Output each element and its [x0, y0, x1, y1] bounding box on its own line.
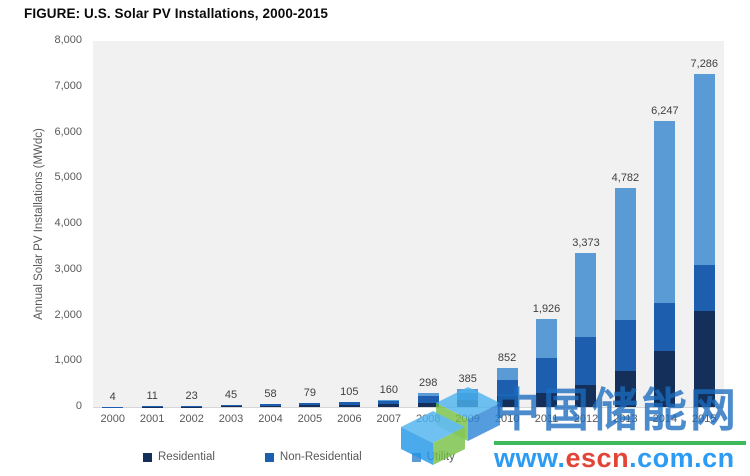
bar-2011-residential — [536, 393, 558, 407]
bar-2011-utility — [536, 318, 558, 358]
legend-label-residential: Residential — [158, 451, 215, 463]
bar-2006-residential — [338, 405, 360, 407]
bar-2007-residential — [378, 404, 400, 407]
x-label-2003: 2003 — [218, 413, 244, 425]
value-label-2002: 23 — [185, 389, 198, 402]
watermark-url-comcn: .com.cn — [629, 443, 735, 473]
x-label-2004: 2004 — [258, 413, 283, 425]
escn-cube-logo-icon — [401, 387, 500, 465]
x-label-2005: 2005 — [297, 413, 323, 425]
legend-item-non-residential: Non-Residential — [264, 451, 362, 463]
bar-2005-non-residential — [299, 403, 321, 406]
figure-title: FIGURE: U.S. Solar PV Installations, 200… — [24, 6, 328, 21]
bar-2003-non-residential — [220, 404, 242, 407]
value-label-2005: 79 — [303, 387, 317, 400]
x-label-2010: 2010 — [494, 413, 520, 425]
x-label-2001: 2001 — [139, 413, 165, 425]
watermark-url-escn: escn — [565, 443, 630, 473]
value-label-2006: 105 — [340, 386, 359, 399]
x-label-2006: 2006 — [337, 413, 362, 425]
y-tick-5000: 5,000 — [54, 171, 82, 184]
bar-2008-non-residential — [417, 396, 439, 404]
y-tick-8000: 8,000 — [54, 34, 82, 46]
bar-2006-non-residential — [338, 402, 360, 406]
legend-marker-residential — [143, 452, 152, 462]
value-label-2010: 852 — [497, 352, 517, 365]
watermark-url-www: www. — [494, 443, 566, 473]
value-label-2004: 58 — [264, 388, 277, 401]
bar-2010-non-residential — [496, 380, 518, 396]
y-tick-6000: 6,000 — [54, 125, 82, 138]
bar-2010-residential — [496, 395, 518, 407]
y-tick-0: 0 — [75, 400, 82, 412]
value-label-2007: 160 — [379, 383, 398, 396]
bar-2002-non-residential — [181, 405, 203, 407]
value-label-2013: 4,782 — [611, 172, 640, 185]
bar-2008-residential — [417, 403, 439, 407]
y-tick-2000: 2,000 — [54, 308, 82, 321]
x-label-2000: 2000 — [100, 413, 125, 425]
bar-2005-residential — [299, 405, 321, 407]
x-label-2013: 2013 — [613, 413, 638, 425]
bar-2015-non-residential — [693, 264, 715, 311]
bar-2004-non-residential — [259, 404, 281, 406]
legend-marker-non-residential — [264, 452, 274, 462]
y-tick-3000: 3,000 — [54, 262, 82, 275]
bar-2013-residential — [614, 370, 636, 407]
bar-2013-utility — [614, 188, 636, 320]
x-label-2011: 2011 — [534, 413, 559, 425]
bar-2004-residential — [259, 405, 281, 407]
x-label-2014: 2014 — [652, 413, 678, 425]
value-label-2014: 6,247 — [651, 105, 679, 118]
x-label-2002: 2002 — [179, 413, 204, 425]
legend-item-residential: Residential — [143, 451, 215, 463]
y-tick-1000: 1,000 — [54, 354, 82, 367]
bar-2014-non-residential — [654, 303, 676, 351]
bar-2008-utility — [417, 393, 439, 397]
value-label-2009: 385 — [458, 373, 477, 386]
x-label-2015: 2015 — [692, 413, 717, 425]
value-label-2001: 11 — [146, 390, 158, 403]
bar-2013-non-residential — [614, 319, 636, 371]
value-label-2008: 298 — [419, 377, 438, 390]
y-tick-7000: 7,000 — [54, 79, 82, 92]
bar-2015-utility — [693, 73, 715, 265]
bar-2011-non-residential — [536, 357, 558, 394]
bar-2014-residential — [654, 350, 676, 407]
y-tick-4000: 4,000 — [54, 217, 82, 229]
bar-2014-utility — [654, 121, 676, 304]
bar-2012-utility — [575, 252, 597, 337]
value-label-2000: 4 — [109, 390, 116, 403]
watermark-underline — [494, 441, 746, 445]
x-label-2007: 2007 — [376, 413, 402, 425]
value-label-2015: 7,286 — [690, 57, 719, 70]
bar-2012-residential — [575, 384, 597, 407]
bar-2010-utility — [496, 368, 518, 381]
watermark-site-name: 中国储能网 — [494, 383, 739, 437]
value-label-2011: 1,926 — [532, 302, 561, 315]
bar-2007-non-residential — [378, 400, 400, 405]
value-label-2003: 45 — [224, 388, 238, 401]
value-label-2012: 3,373 — [572, 236, 600, 249]
legend-label-non-residential: Non-Residential — [279, 451, 362, 463]
bar-2003-residential — [220, 406, 242, 407]
x-label-2012: 2012 — [573, 413, 599, 425]
watermark-url: www.escn.com.cn — [494, 443, 735, 474]
bar-2015-residential — [693, 310, 715, 407]
legend-marker-utility — [411, 452, 421, 462]
bar-2012-non-residential — [575, 336, 597, 385]
